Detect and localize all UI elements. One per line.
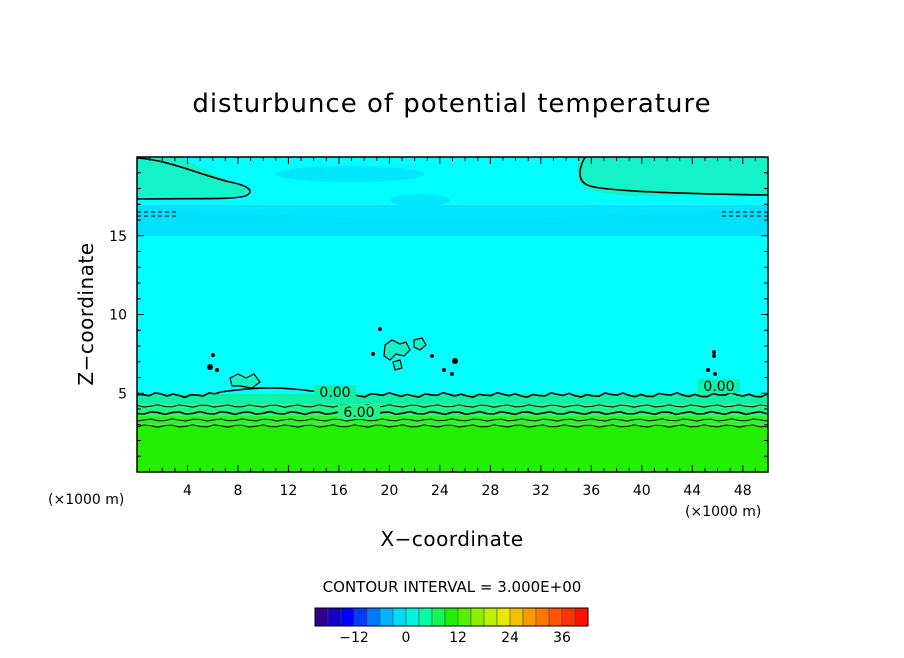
field-layer-1 [137, 415, 768, 425]
contour-line-2 [137, 418, 768, 422]
x-axis-title: X−coordinate [380, 527, 523, 551]
z-unit-label: (×1000 m) [48, 492, 124, 508]
colorbar-cell [561, 607, 576, 627]
anomaly-dot-4 [371, 352, 375, 356]
field-layer-0 [137, 424, 768, 472]
x-tick-label: 24 [431, 483, 449, 499]
colorbar-cell [483, 607, 498, 627]
colorbar-cell [379, 607, 394, 627]
anomaly-blob-2 [229, 373, 261, 389]
colorbar-cell [535, 607, 550, 627]
colorbar-cell [574, 607, 589, 627]
colorbar-tick-label: −12 [339, 630, 369, 646]
field-layer-3 [137, 393, 768, 405]
x-tick-label: 32 [532, 483, 550, 499]
contour-label-bg-0 [314, 385, 356, 399]
colorbar-cell [366, 607, 381, 627]
colorbar-tick-label: 36 [553, 630, 571, 646]
x-tick-label: 8 [233, 483, 242, 499]
colorbar-cell [457, 607, 472, 627]
plot-area [137, 157, 768, 472]
colorbar-tick-label: 12 [449, 630, 467, 646]
anomaly-blob-0 [383, 339, 411, 361]
upper-patch [275, 166, 425, 182]
colorbar-cell [496, 607, 511, 627]
x-tick-label: 20 [380, 483, 398, 499]
anomaly-dot-10 [712, 354, 716, 358]
contour-line-1 [137, 410, 768, 416]
anomaly-dot-0 [211, 353, 215, 357]
anomaly-dot-11 [713, 372, 717, 376]
contour-line-0 [137, 404, 768, 408]
z-tick-label: 10 [109, 308, 127, 324]
anomaly-dot-6 [442, 368, 446, 372]
colorbar-cell [444, 607, 459, 627]
contour-label-bg-2 [698, 379, 740, 393]
x-tick-label: 40 [633, 483, 651, 499]
stratosphere-band [137, 206, 768, 236]
colorbar-cell [509, 607, 524, 627]
anomaly-dot-5 [430, 354, 434, 358]
colorbar-cell [418, 607, 433, 627]
colorbar-cell [327, 607, 342, 627]
contour-label-bg-1 [338, 405, 380, 419]
z-tick-label: 5 [118, 386, 127, 402]
corner-region-right [578, 157, 768, 196]
anomaly-dot-2 [215, 368, 219, 372]
x-tick-label: 28 [481, 483, 499, 499]
x-tick-label: 4 [183, 483, 192, 499]
contour-dashed-right [722, 211, 768, 217]
field-layer-4 [137, 235, 768, 394]
colorbar-tick-label: 0 [402, 630, 411, 646]
colorbar-cell [470, 607, 485, 627]
contour-label-1: 6.00 [343, 405, 374, 421]
upper-patch [390, 194, 450, 206]
z-tick-label: 15 [109, 229, 127, 245]
contour-zero [137, 387, 768, 399]
anomaly-blob-1 [413, 337, 427, 351]
chart-title: disturbunce of potential temperature [192, 89, 711, 119]
anomaly-dot-12 [706, 368, 710, 372]
anomaly-dot-9 [712, 350, 716, 354]
x-tick-label: 12 [280, 483, 298, 499]
contour-corner-right [579, 157, 768, 196]
colorbar-frame [314, 607, 589, 627]
colorbar-cell [314, 607, 329, 627]
corner-region-left [137, 157, 251, 198]
anomaly-dot-8 [452, 358, 458, 364]
anomaly-dot-7 [450, 372, 454, 376]
colorbar-cell [405, 607, 420, 627]
colorbar-cell [340, 607, 355, 627]
contour-line-3 [137, 424, 768, 428]
anomaly-dot-3 [378, 327, 382, 331]
field-layer-2 [137, 404, 768, 416]
contour-lines: 0.00 6.00 0.00 [137, 157, 768, 428]
y-axis-title: Z−coordinate [74, 242, 98, 385]
colorbar: −12 0 12 24 36 [314, 607, 589, 646]
colorbar-cell [353, 607, 368, 627]
anomaly-dot-1 [207, 364, 213, 370]
x-tick-label: 36 [582, 483, 600, 499]
colorbar-tick-label: 24 [501, 630, 519, 646]
colorbar-cell [392, 607, 407, 627]
x-tick-label: 44 [683, 483, 701, 499]
colorbar-cell [431, 607, 446, 627]
contour-corner-left [137, 157, 251, 200]
contour-label-2: 0.00 [703, 379, 734, 395]
x-tick-label: 16 [330, 483, 348, 499]
colorbar-cell [548, 607, 563, 627]
x-unit-label: (×1000 m) [685, 504, 761, 520]
colorbar-cell [522, 607, 537, 627]
contour-label-0: 0.00 [319, 385, 350, 401]
contour-interval-text: CONTOUR INTERVAL = 3.000E+00 [323, 578, 582, 596]
x-tick-label: 48 [734, 483, 752, 499]
anomaly-blob-3 [392, 359, 403, 371]
